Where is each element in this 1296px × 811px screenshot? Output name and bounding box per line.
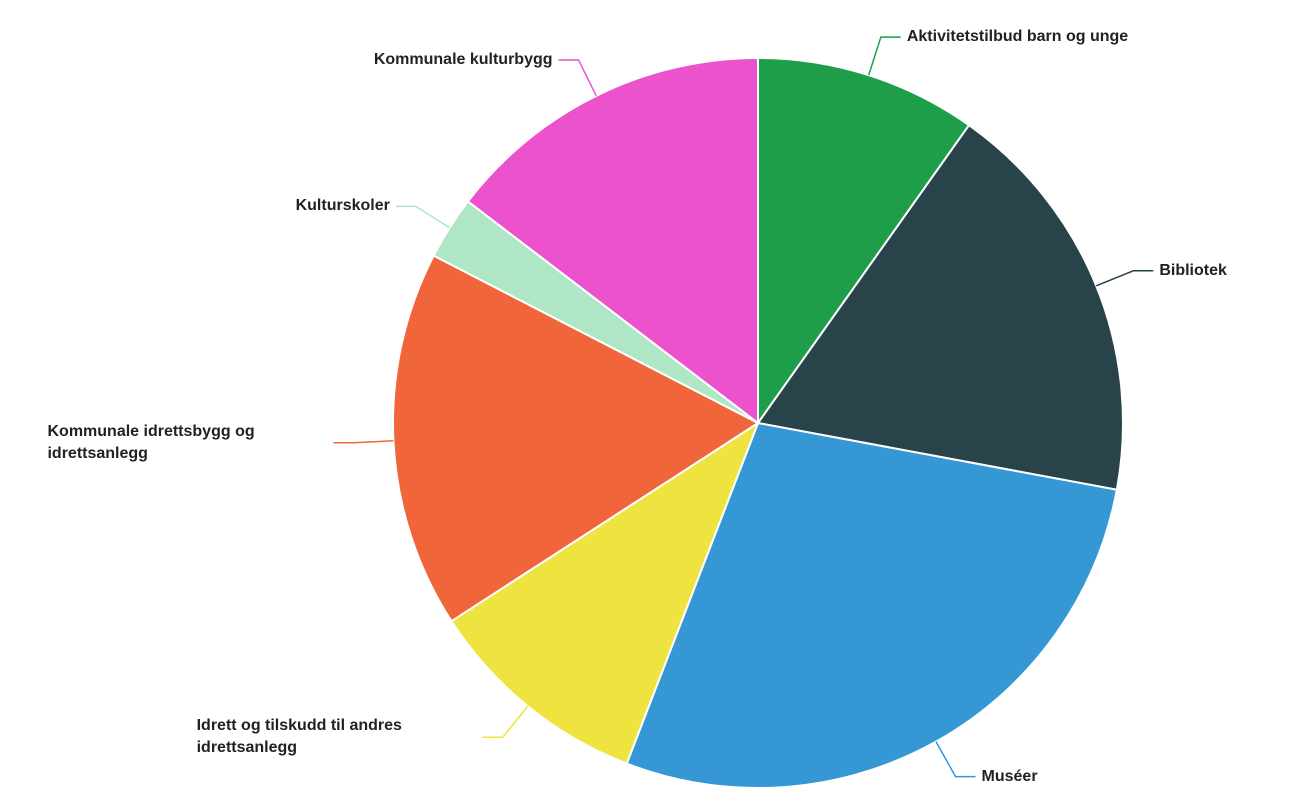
leader-line	[333, 440, 394, 444]
slice-label: Kommunale idrettsbygg og idrettsanlegg	[47, 422, 255, 462]
pie-slice	[756, 123, 1124, 491]
slice-label: Idrett og tilskudd til andres idrettsanl…	[196, 717, 402, 757]
slice-label: Kommunale kulturbygg	[373, 50, 553, 68]
slice-label: Muséer	[981, 767, 1038, 785]
leader-line	[1095, 270, 1154, 287]
pie-slice	[450, 420, 761, 765]
slice-label: Kulturskoler	[295, 197, 390, 215]
leader-line	[868, 36, 901, 76]
pie-slice	[392, 254, 760, 623]
leader-line	[558, 59, 597, 97]
slice-label: Bibliotek	[1159, 261, 1227, 279]
pie-slice	[757, 56, 971, 427]
slice-label: Aktivitetstilbud barn og unge	[906, 28, 1129, 46]
leader-line	[395, 205, 451, 229]
leader-line	[482, 705, 529, 739]
leader-line	[935, 741, 976, 778]
pie-slice	[625, 421, 1119, 789]
pie-slice	[466, 56, 759, 426]
